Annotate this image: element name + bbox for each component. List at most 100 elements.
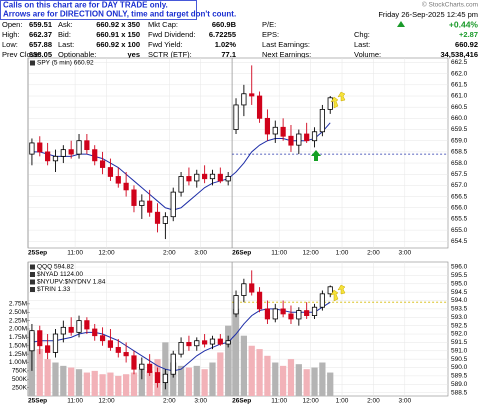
candle-body [154,211,161,224]
info-cell: Low: [2,40,18,49]
candle-body [186,176,192,182]
info-cell: yes [127,50,140,59]
info-cell: 660.92 x 350 [96,20,140,29]
y-tick-label: 594.5 [451,289,468,296]
y-tick-label: 588.5 [451,389,468,396]
y-tick-label: 657.0 [451,182,468,189]
x-tick-label: 3:00 [194,250,207,257]
legend-label: SPY (5 min) 660.92 [37,60,94,67]
volume-bar [193,365,200,396]
candle-body [288,313,294,320]
candle-body [131,355,137,370]
volume-bar [303,369,310,396]
y-tick-label: 595.5 [451,272,468,279]
x-tick-label: 12:00 [302,398,319,405]
x-tick-label: 1:00 [336,250,349,257]
info-cell: 658.05 [29,50,52,59]
x-tick-label: 2:00 [367,398,380,405]
x-tick-label: 12:00 [98,398,115,405]
candle-body [68,326,74,333]
candle-body [37,142,43,153]
candle-body [256,291,263,310]
candle-body [147,200,153,213]
x-tick-label: 12:00 [98,250,115,257]
info-cell: Prev Close: [2,50,41,59]
y-tick-label: 655.5 [451,216,468,223]
x-tick-label: 11:00 [271,250,287,257]
candle-body [60,149,66,157]
x-tick-label: 3:00 [398,398,411,405]
y-tick-label: 659.5 [451,126,468,133]
candle-body [162,216,168,224]
candle-body [178,341,184,355]
x-tick-label: 25Sep [28,250,47,257]
direction-arrow [337,284,346,295]
volume-bar [177,365,185,396]
volume-bar [272,362,279,396]
y-tick-label: 593.0 [451,314,468,321]
volume-tick-label: 750K [12,368,28,375]
y-tick-label: 590.0 [451,364,468,371]
direction-arrow [337,91,346,102]
legend-label: $TRIN 1.33 [37,286,71,293]
info-cell: Ask: [58,20,73,29]
volume-bar [319,362,326,396]
x-tick-label: 2:00 [163,250,176,257]
candle-body [107,167,114,177]
info-cell: Optionable: [58,50,96,59]
y-tick-label: 596.0 [451,264,468,271]
candle-body [52,333,59,353]
candle-body [327,97,333,110]
y-tick-label: 589.5 [451,373,468,380]
candle-body [123,182,129,191]
y-tick-label: 590.5 [451,356,468,363]
candle-body [217,338,223,345]
candle-body [249,283,255,293]
volume-bar [280,365,287,396]
info-value: 660.92 [455,40,478,49]
volume-bar [209,362,216,396]
candle-body [225,340,231,345]
volume-bar [217,352,224,396]
candle-body [154,372,161,383]
candle-body [76,320,82,333]
volume-bar [287,359,295,396]
candle-body [52,155,59,162]
info-cell: Bid: [58,30,71,39]
info-cell: 77.1 [221,50,236,59]
info-label: Last: [354,40,370,49]
y-tick-label: 660.0 [451,115,468,122]
candle-body [280,308,286,315]
y-tick-label: 594.0 [451,297,468,304]
info-cell: 660.91 x 150 [96,30,140,39]
x-tick-label: 12:00 [302,250,319,257]
volume-bar [107,372,114,396]
y-tick-label: 595.0 [451,280,468,287]
direction-arrow [311,150,321,161]
x-tick-label: 11:00 [271,398,287,405]
candle-body [162,373,168,384]
candle-body [272,308,278,320]
x-tick-label: 2:00 [163,398,176,405]
candle-body [209,338,216,345]
info-cell: P/E: [262,20,276,29]
volume-bar [138,369,145,396]
x-tick-label: 26Sep [232,398,251,405]
y-tick-label: 591.5 [451,339,468,346]
candle-body [29,142,35,155]
candle-body [45,151,51,162]
info-cell: Fwd Dividend: [148,30,196,39]
x-tick-label: 11:00 [67,398,83,405]
candle-body [99,335,106,342]
volume-tick-label: 1.75M [9,334,27,341]
info-cell: Last: [58,40,74,49]
volume-bar [185,367,193,396]
y-tick-label: 656.0 [451,204,468,211]
candle-body [225,176,231,182]
candle-body [202,173,208,180]
y-tick-label: 662.0 [451,70,468,77]
candle-body [304,133,310,142]
volume-bar [240,335,247,396]
legend-swatch [30,287,35,292]
